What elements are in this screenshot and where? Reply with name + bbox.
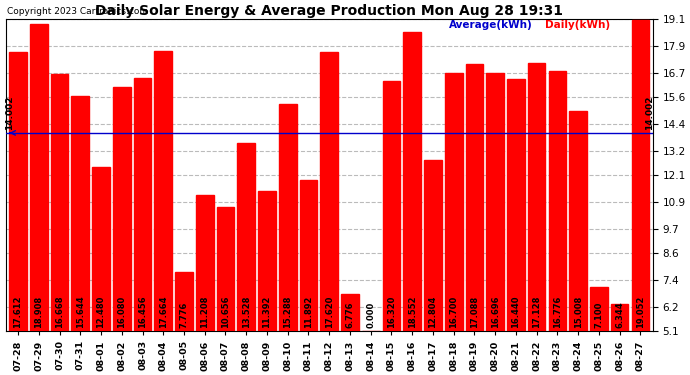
Bar <box>155 51 172 331</box>
Bar <box>424 160 442 331</box>
Bar <box>92 167 110 331</box>
Text: 15.644: 15.644 <box>76 296 85 328</box>
Text: 17.088: 17.088 <box>470 296 479 328</box>
Text: 19.052: 19.052 <box>636 296 645 328</box>
Text: 11.208: 11.208 <box>200 296 209 328</box>
Title: Daily Solar Energy & Average Production Mon Aug 28 19:31: Daily Solar Energy & Average Production … <box>95 4 563 18</box>
Text: 17.128: 17.128 <box>532 296 541 328</box>
Text: 6.344: 6.344 <box>615 302 624 328</box>
Bar <box>279 104 297 331</box>
Bar <box>590 287 608 331</box>
Text: 16.440: 16.440 <box>511 296 520 328</box>
Text: 12.480: 12.480 <box>97 296 106 328</box>
Bar <box>299 180 317 331</box>
Bar <box>196 195 214 331</box>
Bar <box>404 32 421 331</box>
Text: 16.696: 16.696 <box>491 296 500 328</box>
Text: 10.656: 10.656 <box>221 296 230 328</box>
Text: 14.002: 14.002 <box>645 95 654 130</box>
Text: 16.776: 16.776 <box>553 296 562 328</box>
Text: 18.908: 18.908 <box>34 296 43 328</box>
Text: 6.776: 6.776 <box>346 302 355 328</box>
Text: Daily(kWh): Daily(kWh) <box>545 20 611 30</box>
Bar <box>486 73 504 331</box>
Bar <box>30 24 48 331</box>
Text: Average(kWh): Average(kWh) <box>449 20 533 30</box>
Bar <box>258 191 276 331</box>
Bar <box>611 304 629 331</box>
Text: 7.776: 7.776 <box>179 302 188 328</box>
Bar <box>569 111 587 331</box>
Bar <box>466 64 483 331</box>
Bar <box>50 74 68 331</box>
Text: 16.320: 16.320 <box>387 296 396 328</box>
Text: 11.392: 11.392 <box>262 296 271 328</box>
Text: 17.620: 17.620 <box>325 296 334 328</box>
Text: 17.612: 17.612 <box>14 296 23 328</box>
Bar <box>175 272 193 331</box>
Bar <box>507 79 525 331</box>
Text: 14.002: 14.002 <box>5 95 14 130</box>
Bar <box>134 78 151 331</box>
Bar <box>217 207 235 331</box>
Text: 17.664: 17.664 <box>159 296 168 328</box>
Text: 18.552: 18.552 <box>408 296 417 328</box>
Text: 16.700: 16.700 <box>449 296 458 328</box>
Bar <box>631 20 649 331</box>
Bar <box>72 96 89 331</box>
Bar <box>445 73 462 331</box>
Text: 15.008: 15.008 <box>573 296 582 328</box>
Text: 7.100: 7.100 <box>594 302 604 328</box>
Bar <box>320 53 338 331</box>
Bar <box>528 63 546 331</box>
Text: 11.892: 11.892 <box>304 296 313 328</box>
Bar <box>383 81 400 331</box>
Text: 16.080: 16.080 <box>117 296 126 328</box>
Text: 0.000: 0.000 <box>366 302 375 328</box>
Text: Copyright 2023 Cartronics.com: Copyright 2023 Cartronics.com <box>7 7 148 16</box>
Bar <box>237 144 255 331</box>
Text: 12.804: 12.804 <box>428 296 437 328</box>
Bar <box>341 294 359 331</box>
Bar <box>113 87 130 331</box>
Text: 13.528: 13.528 <box>241 296 250 328</box>
Text: 15.288: 15.288 <box>283 296 293 328</box>
Text: 16.456: 16.456 <box>138 296 147 328</box>
Text: 16.668: 16.668 <box>55 296 64 328</box>
Bar <box>549 71 566 331</box>
Bar <box>9 53 27 331</box>
